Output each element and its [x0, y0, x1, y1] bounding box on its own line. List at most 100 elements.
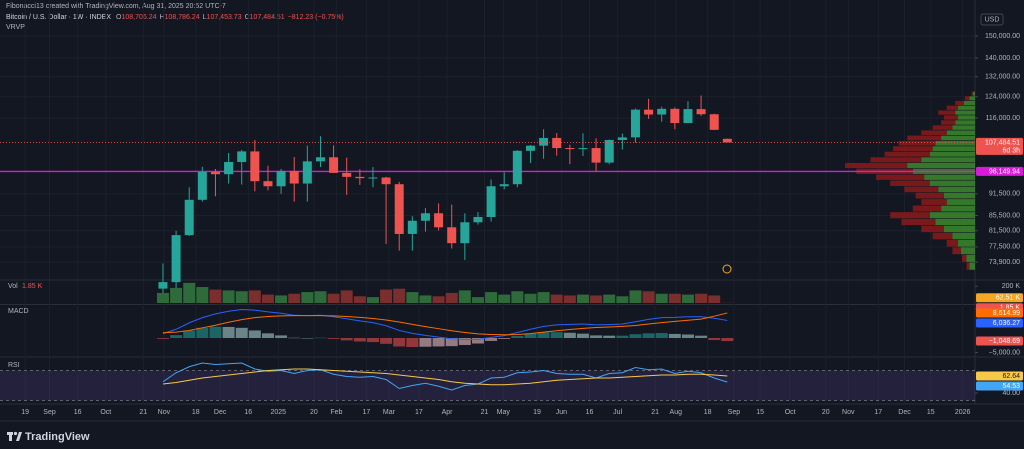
value-tag-label: 6,036.27 — [993, 320, 1020, 327]
histogram-bar — [668, 333, 681, 338]
histogram-bar — [681, 334, 694, 338]
volume-bar — [353, 296, 366, 303]
candle-body — [447, 227, 457, 244]
profile-up — [938, 186, 975, 193]
y-tick-label: 85,500.00 — [989, 212, 1020, 219]
author-line: Fibonacci13 created with TradingView.com… — [6, 3, 226, 10]
volume-bar — [419, 295, 432, 303]
y-tick-label: 150,000.00 — [985, 33, 1020, 40]
x-tick-label: 2026 — [955, 409, 971, 416]
histogram-bar — [695, 335, 708, 338]
candle-body — [250, 151, 260, 182]
volume-bar — [222, 290, 235, 303]
candle-body — [591, 148, 601, 163]
y-tick-label: 91,500.00 — [989, 191, 1020, 198]
x-tick-label: Mar — [383, 409, 396, 416]
profile-down — [932, 232, 953, 240]
indicator-line — [162, 362, 728, 391]
brand-logo — [7, 431, 22, 441]
x-tick-label: 21 — [651, 409, 659, 416]
histogram-bar — [366, 338, 379, 343]
histogram-bar — [393, 338, 406, 347]
profile-up — [969, 262, 975, 270]
volume-bar — [275, 295, 288, 303]
histogram-bar — [485, 338, 498, 341]
x-tick-label: 18 — [192, 409, 200, 416]
pane-title: MACD — [8, 308, 29, 315]
histogram-bar — [380, 338, 393, 344]
volume-bar — [235, 291, 248, 303]
x-tick-label: Apr — [442, 409, 454, 416]
last-price-label: 107,484.51 — [985, 139, 1020, 146]
volume-bar — [681, 294, 694, 303]
symbol-title: Bitcoin / U.S. Dollar · 1W · INDEX — [6, 14, 111, 21]
currency-button[interactable] — [980, 13, 1004, 26]
histogram-bar — [498, 338, 511, 339]
value-tag — [976, 293, 1023, 303]
x-tick-label: 15 — [927, 409, 935, 416]
logo-shape — [9, 432, 12, 441]
histogram-bar — [327, 338, 340, 339]
y-tick-label: −5,000.00 — [989, 349, 1020, 356]
candle-body — [552, 137, 562, 149]
profile-up — [929, 151, 975, 157]
candle-body — [578, 148, 588, 150]
volume-bar — [616, 296, 629, 303]
profile-down — [893, 146, 933, 152]
histogram-bar — [288, 337, 301, 339]
profile-down — [955, 100, 964, 106]
candle-body — [237, 151, 247, 162]
profile-down — [904, 186, 939, 193]
y-tick-label: 116,000.00 — [985, 115, 1020, 122]
profile-down — [921, 199, 947, 205]
candle-body — [696, 109, 706, 115]
value-tag-label: −1,048.69 — [989, 338, 1020, 345]
volume-bar — [183, 282, 196, 303]
ohlc-value: 108,706.24 — [121, 14, 156, 21]
volume-bar — [248, 290, 261, 303]
profile-up — [952, 232, 975, 240]
volume-bar — [314, 291, 327, 303]
profile-up — [969, 96, 975, 101]
x-tick-label: Dec — [214, 409, 227, 416]
histogram-bar — [196, 327, 209, 338]
volume-bar — [340, 290, 353, 303]
event-icon[interactable] — [722, 264, 732, 274]
candle-body — [329, 157, 339, 173]
histogram-bar — [708, 338, 721, 341]
currency-label[interactable]: USD — [985, 16, 1000, 23]
profile-down — [932, 125, 953, 130]
ohlc-key: C — [245, 14, 250, 21]
volume-bar — [445, 292, 458, 303]
volume-bar — [708, 295, 721, 303]
profile-down — [921, 225, 944, 233]
histogram-bar — [406, 338, 419, 348]
volume-bar — [393, 288, 406, 303]
candle-body — [670, 108, 680, 124]
profile-down — [845, 162, 908, 169]
indicator-line — [162, 308, 728, 340]
ohlc-key: H — [160, 14, 165, 21]
candle-body — [722, 138, 732, 143]
profile-up — [924, 174, 975, 180]
x-tick-label: Jun — [556, 409, 567, 416]
profile-down — [946, 239, 959, 247]
profile-up — [921, 157, 975, 163]
histogram-bar — [419, 338, 432, 347]
candle-body — [657, 108, 667, 115]
histogram-bar — [629, 334, 642, 338]
candle-body — [381, 177, 391, 185]
profile-up — [941, 205, 975, 212]
hline-tag — [976, 166, 1023, 176]
y-tick-label: 200 K — [1002, 283, 1021, 290]
x-tick-label: Sep — [43, 409, 56, 416]
candle-body — [460, 222, 470, 244]
x-tick-label: May — [497, 409, 511, 416]
histogram-bar — [301, 338, 314, 339]
candle-body — [263, 181, 273, 187]
volume-bar — [629, 290, 642, 303]
profile-down — [938, 110, 956, 115]
ohlc-key: L — [203, 14, 207, 21]
y-tick-label: 132,000.00 — [985, 74, 1020, 81]
